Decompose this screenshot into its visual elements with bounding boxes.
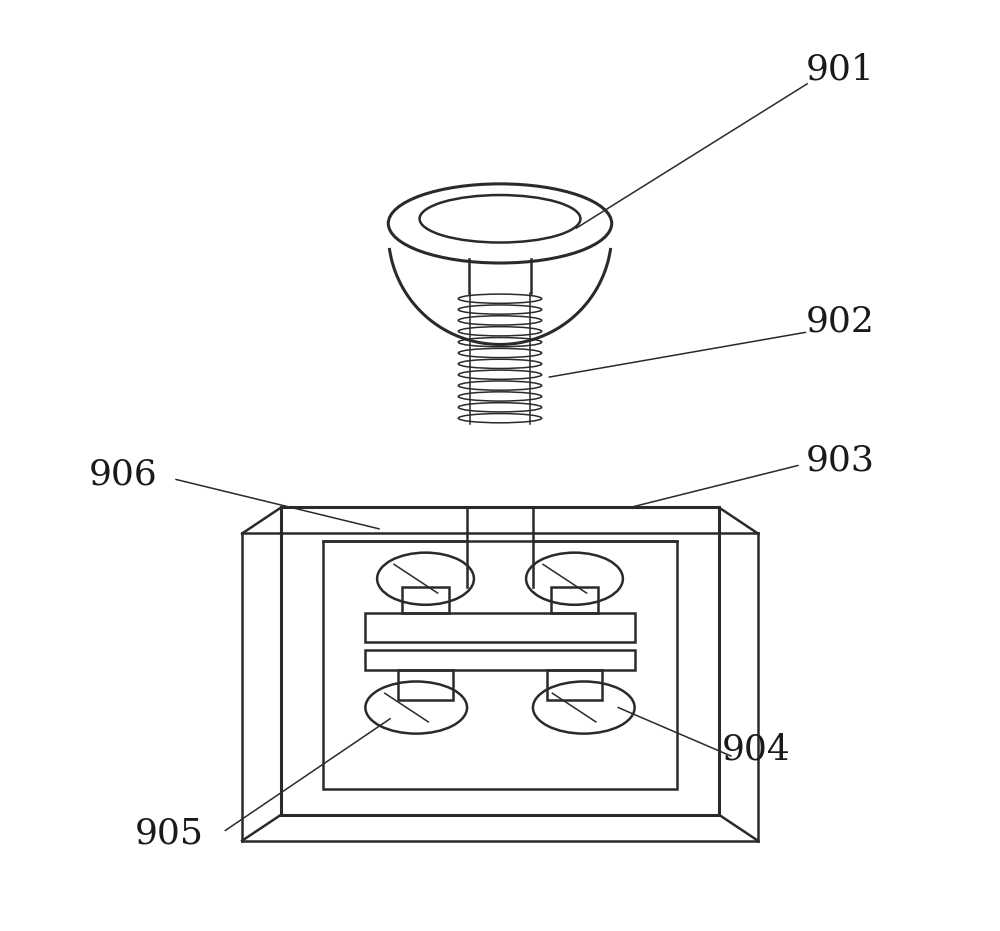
Text: 903: 903 [805,444,874,478]
Bar [365,650,635,670]
Bar [547,670,602,700]
Bar [323,541,677,789]
Bar [551,587,598,613]
Text: 905: 905 [135,816,204,850]
Bar [402,587,449,613]
Bar [398,670,453,700]
Text: 906: 906 [89,458,157,492]
Text: 901: 901 [805,53,874,87]
Text: 902: 902 [805,304,874,338]
Bar [365,613,635,642]
Bar [281,507,719,815]
Text: 904: 904 [722,733,790,766]
